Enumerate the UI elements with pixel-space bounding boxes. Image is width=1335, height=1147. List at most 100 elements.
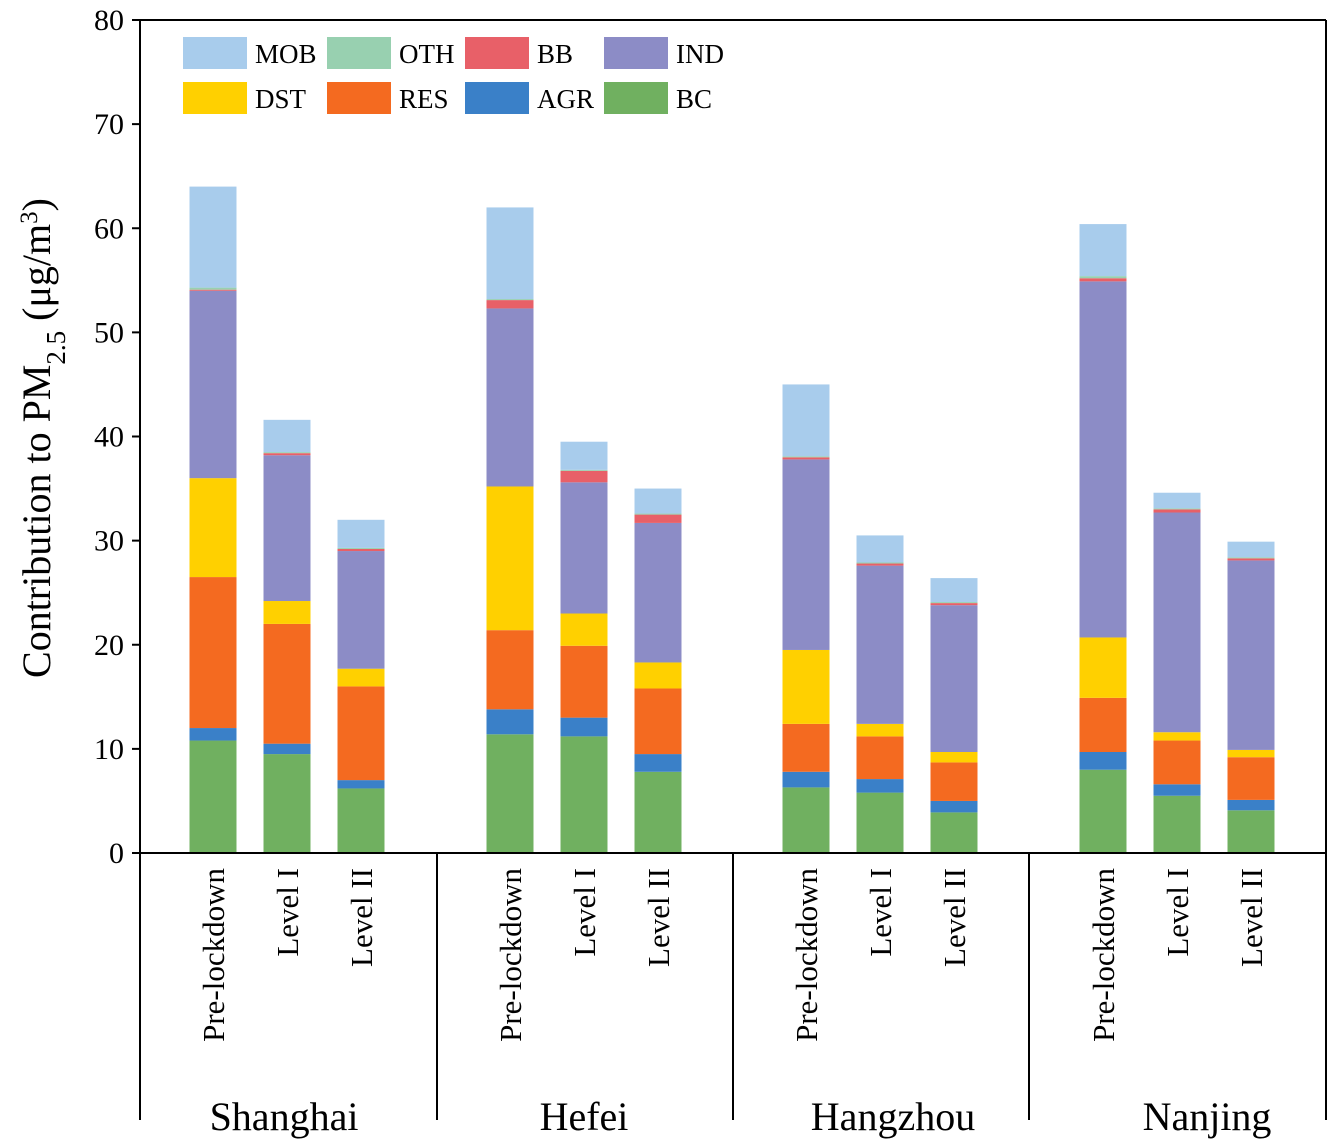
bar-segment-bc [263,754,311,853]
bar-segment-bc [634,771,682,853]
category-label: Pre-lockdown [1086,868,1121,1042]
bar-segment-mob [634,488,682,514]
category-label: Level II [641,868,676,967]
category-label: Level I [1160,868,1195,957]
bar-segment-agr [189,728,237,741]
bar-segment-agr [1153,784,1201,796]
legend-label-agr: AGR [537,84,594,114]
bar-segment-bb [782,457,830,460]
legend-label-res: RES [399,84,449,114]
bar-segment-dst [1153,732,1201,741]
legend-swatch-agr [465,82,529,114]
bar-segment-agr [263,743,311,755]
bar-segment-mob [1227,541,1275,558]
bar-segment-ind [634,522,682,663]
bar-segment-ind [782,459,830,650]
category-label: Level I [863,868,898,957]
bar-segment-dst [337,668,385,687]
bar-segment-res [560,645,608,718]
legend-label-dst: DST [255,84,307,114]
bar-segment-mob [337,519,385,548]
y-axis-title-subscript: 2.5 [41,331,71,365]
bar-segment-agr [634,754,682,772]
category-label: Pre-lockdown [493,868,528,1042]
bar-segment-agr [560,717,608,737]
bar-segment-bb [1079,278,1127,282]
bar-segment-oth [634,513,682,515]
bar-segment-oth [930,602,978,604]
bar-segment-bc [1153,795,1201,853]
bar-segment-dst [189,478,237,578]
bar-segment-bc [189,740,237,853]
bar-segment-oth [337,547,385,549]
y-tick-label: 60 [94,212,124,245]
bar-segment-oth [486,299,534,301]
bar-segment-bb [1227,558,1275,561]
legend-label-mob: MOB [255,39,317,69]
bar-segment-bb [337,548,385,552]
category-label: Level II [1234,868,1269,967]
bar-segment-mob [782,384,830,457]
bar-segment-res [263,623,311,744]
bar-segment-agr [486,709,534,735]
bar-segment-dst [486,486,534,631]
category-label: Level I [567,868,602,957]
bar-segment-ind [189,290,237,479]
legend-swatch-bc [604,82,668,114]
bar-segment-bb [560,470,608,483]
y-tick-label: 30 [94,525,124,558]
bar-segment-bc [337,788,385,853]
bar-segment-bb [486,300,534,309]
bar-segment-dst [856,723,904,737]
group-label: Nanjing [1143,1094,1272,1139]
bar-segment-bb [1153,509,1201,513]
bar-segment-agr [782,771,830,788]
bar-segment-oth [1079,276,1127,279]
bar-segment-agr [1079,751,1127,770]
legend-swatch-mob [183,37,247,69]
bar-segment-bb [634,514,682,523]
legend-swatch-bb [465,37,529,69]
y-axis-title-unit: (μg/m [14,224,59,321]
bar-segment-bb [189,289,237,291]
bar-segment-dst [634,662,682,689]
bar-segment-dst [560,613,608,646]
bar-segment-oth [856,562,904,564]
bar-segment-res [337,686,385,781]
bar-segment-mob [1153,492,1201,509]
y-tick-label: 80 [94,4,124,37]
bar-segment-mob [856,535,904,563]
group-label: Hangzhou [811,1094,975,1139]
bar-segment-ind [930,605,978,752]
bar-segment-mob [1079,224,1127,277]
bar-segment-ind [1079,281,1127,638]
group-label: Shanghai [210,1094,359,1139]
bar-segment-dst [930,751,978,763]
bar-segment-agr [856,779,904,793]
bar-segment-bc [856,792,904,853]
bar-segment-res [486,630,534,710]
bar-segment-dst [1079,637,1127,698]
bar-segment-bc [486,734,534,853]
group-label: Hefei [540,1094,629,1139]
bar-segment-bc [560,736,608,853]
category-label: Pre-lockdown [789,868,824,1042]
bar-segment-res [189,577,237,729]
legend-swatch-res [327,82,391,114]
bar-segment-bb [856,563,904,566]
legend-swatch-ind [604,37,668,69]
y-axis-title-main: Contribution to PM [14,365,59,678]
y-tick-label: 50 [94,316,124,349]
bar-segment-agr [337,780,385,789]
bar-segment-bc [1227,810,1275,853]
bar-segment-dst [1227,749,1275,758]
bar-segment-ind [856,565,904,724]
y-tick-label: 0 [109,837,124,870]
legend-swatch-oth [327,37,391,69]
bar-segment-res [930,762,978,801]
bar-segment-mob [263,419,311,453]
bar-segment-bc [1079,769,1127,853]
bar-segment-bb [263,453,311,456]
